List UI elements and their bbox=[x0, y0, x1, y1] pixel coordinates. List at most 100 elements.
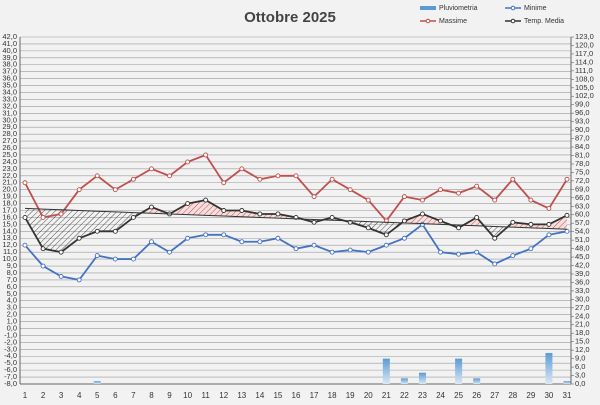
chart-title: Ottobre 2025 bbox=[244, 9, 336, 26]
x-tick-label: 1 bbox=[23, 391, 28, 400]
marker bbox=[474, 249, 480, 255]
anomaly-band bbox=[530, 224, 549, 229]
bar bbox=[473, 378, 481, 384]
y2-tick-label: 75,0 bbox=[575, 167, 590, 176]
x-tick-label: 27 bbox=[490, 391, 499, 400]
marker bbox=[185, 201, 191, 207]
marker bbox=[112, 187, 118, 193]
x-tick-label: 29 bbox=[526, 391, 535, 400]
y-tick-label: 35,0 bbox=[2, 81, 17, 90]
y2-tick-label: 42,0 bbox=[575, 260, 590, 269]
x-tick-label: 2 bbox=[41, 391, 46, 400]
marker bbox=[40, 246, 46, 252]
marker bbox=[76, 235, 82, 241]
bar bbox=[418, 372, 426, 384]
y2-tick-label: 99,0 bbox=[575, 100, 590, 109]
marker bbox=[58, 273, 64, 279]
legend-label: Pluviometria bbox=[439, 5, 478, 12]
y2-tick-label: 66,0 bbox=[575, 193, 590, 202]
y2-tick-label: 54,0 bbox=[575, 227, 590, 236]
anomaly-band bbox=[43, 209, 62, 253]
marker bbox=[564, 228, 570, 234]
y2-tick-label: 63,0 bbox=[575, 201, 590, 210]
marker bbox=[492, 261, 498, 267]
marker bbox=[203, 197, 209, 203]
marker bbox=[58, 249, 64, 255]
marker bbox=[293, 246, 299, 252]
y2-tick-label: 120,0 bbox=[575, 40, 594, 49]
x-tick-label: 17 bbox=[310, 391, 319, 400]
y2-tick-label: 24,0 bbox=[575, 311, 590, 320]
y2-tick-label: 108,0 bbox=[575, 74, 594, 83]
marker bbox=[22, 214, 28, 220]
y-tick-label: 19,0 bbox=[2, 192, 17, 201]
marker bbox=[329, 249, 335, 255]
x-tick-label: 6 bbox=[113, 391, 118, 400]
x-tick-label: 20 bbox=[364, 391, 373, 400]
y2-tick-label: 33,0 bbox=[575, 286, 590, 295]
anomaly-band bbox=[25, 208, 44, 249]
y2-tick-label: 105,0 bbox=[575, 83, 594, 92]
y2-tick-label: 102,0 bbox=[575, 91, 594, 100]
y2-tick-label: 6,0 bbox=[575, 362, 585, 371]
marker bbox=[401, 218, 407, 224]
y2-tick-label: 3,0 bbox=[575, 371, 585, 380]
y-tick-label: -8,0 bbox=[4, 379, 17, 388]
marker bbox=[438, 187, 443, 193]
y-tick-label: 20,0 bbox=[2, 185, 17, 194]
marker bbox=[239, 239, 245, 245]
y-tick-label: -4,0 bbox=[4, 351, 17, 360]
marker bbox=[365, 249, 371, 255]
marker bbox=[58, 211, 64, 217]
x-tick-label: 15 bbox=[273, 391, 282, 400]
marker bbox=[149, 204, 154, 210]
marker bbox=[528, 221, 534, 227]
y-tick-label: 12,0 bbox=[2, 240, 17, 249]
y-tick-label: -5,0 bbox=[4, 358, 17, 367]
x-tick-label: 26 bbox=[472, 391, 481, 400]
y2-tick-label: 12,0 bbox=[575, 345, 590, 354]
marker bbox=[40, 214, 46, 220]
marker bbox=[22, 242, 28, 248]
marker bbox=[203, 152, 209, 158]
marker bbox=[347, 187, 353, 193]
y2-tick-label: 45,0 bbox=[575, 252, 590, 261]
marker bbox=[130, 176, 136, 182]
y2-tick-label: 114,0 bbox=[575, 57, 593, 66]
anomaly-band bbox=[223, 210, 242, 217]
y2-tick-label: 84,0 bbox=[575, 142, 590, 151]
marker bbox=[546, 205, 552, 211]
y2-tick-label: 69,0 bbox=[575, 184, 590, 193]
line bbox=[24, 153, 568, 223]
y-tick-label: 39,0 bbox=[2, 53, 17, 62]
y2-tick-label: 81,0 bbox=[575, 150, 590, 159]
marker bbox=[528, 246, 534, 252]
marker bbox=[112, 256, 118, 262]
y-tick-label: 38,0 bbox=[2, 60, 17, 69]
x-tick-label: 18 bbox=[328, 391, 337, 400]
y-tick-label: 31,0 bbox=[2, 108, 17, 117]
marker bbox=[311, 194, 317, 200]
y-tick-label: 22,0 bbox=[2, 171, 17, 180]
marker bbox=[130, 256, 136, 262]
marker bbox=[221, 208, 227, 213]
marker bbox=[420, 197, 425, 203]
marker bbox=[546, 221, 552, 227]
marker bbox=[40, 263, 46, 269]
y2-tick-label: 18,0 bbox=[575, 328, 590, 337]
marker bbox=[420, 221, 425, 227]
y-tick-label: 13,0 bbox=[2, 233, 17, 242]
y-tick-label: 25,0 bbox=[2, 150, 17, 159]
anomaly-band bbox=[187, 200, 206, 216]
y2-tick-label: 72,0 bbox=[575, 176, 590, 185]
marker bbox=[167, 173, 172, 179]
y-tick-label: 34,0 bbox=[2, 88, 17, 97]
marker bbox=[76, 187, 82, 193]
marker bbox=[311, 242, 317, 248]
y2-tick-label: 21,0 bbox=[575, 320, 590, 329]
y-tick-label: 32,0 bbox=[2, 101, 17, 110]
anomaly-band bbox=[79, 210, 98, 239]
marker bbox=[257, 239, 263, 245]
x-tick-label: 14 bbox=[255, 391, 264, 400]
